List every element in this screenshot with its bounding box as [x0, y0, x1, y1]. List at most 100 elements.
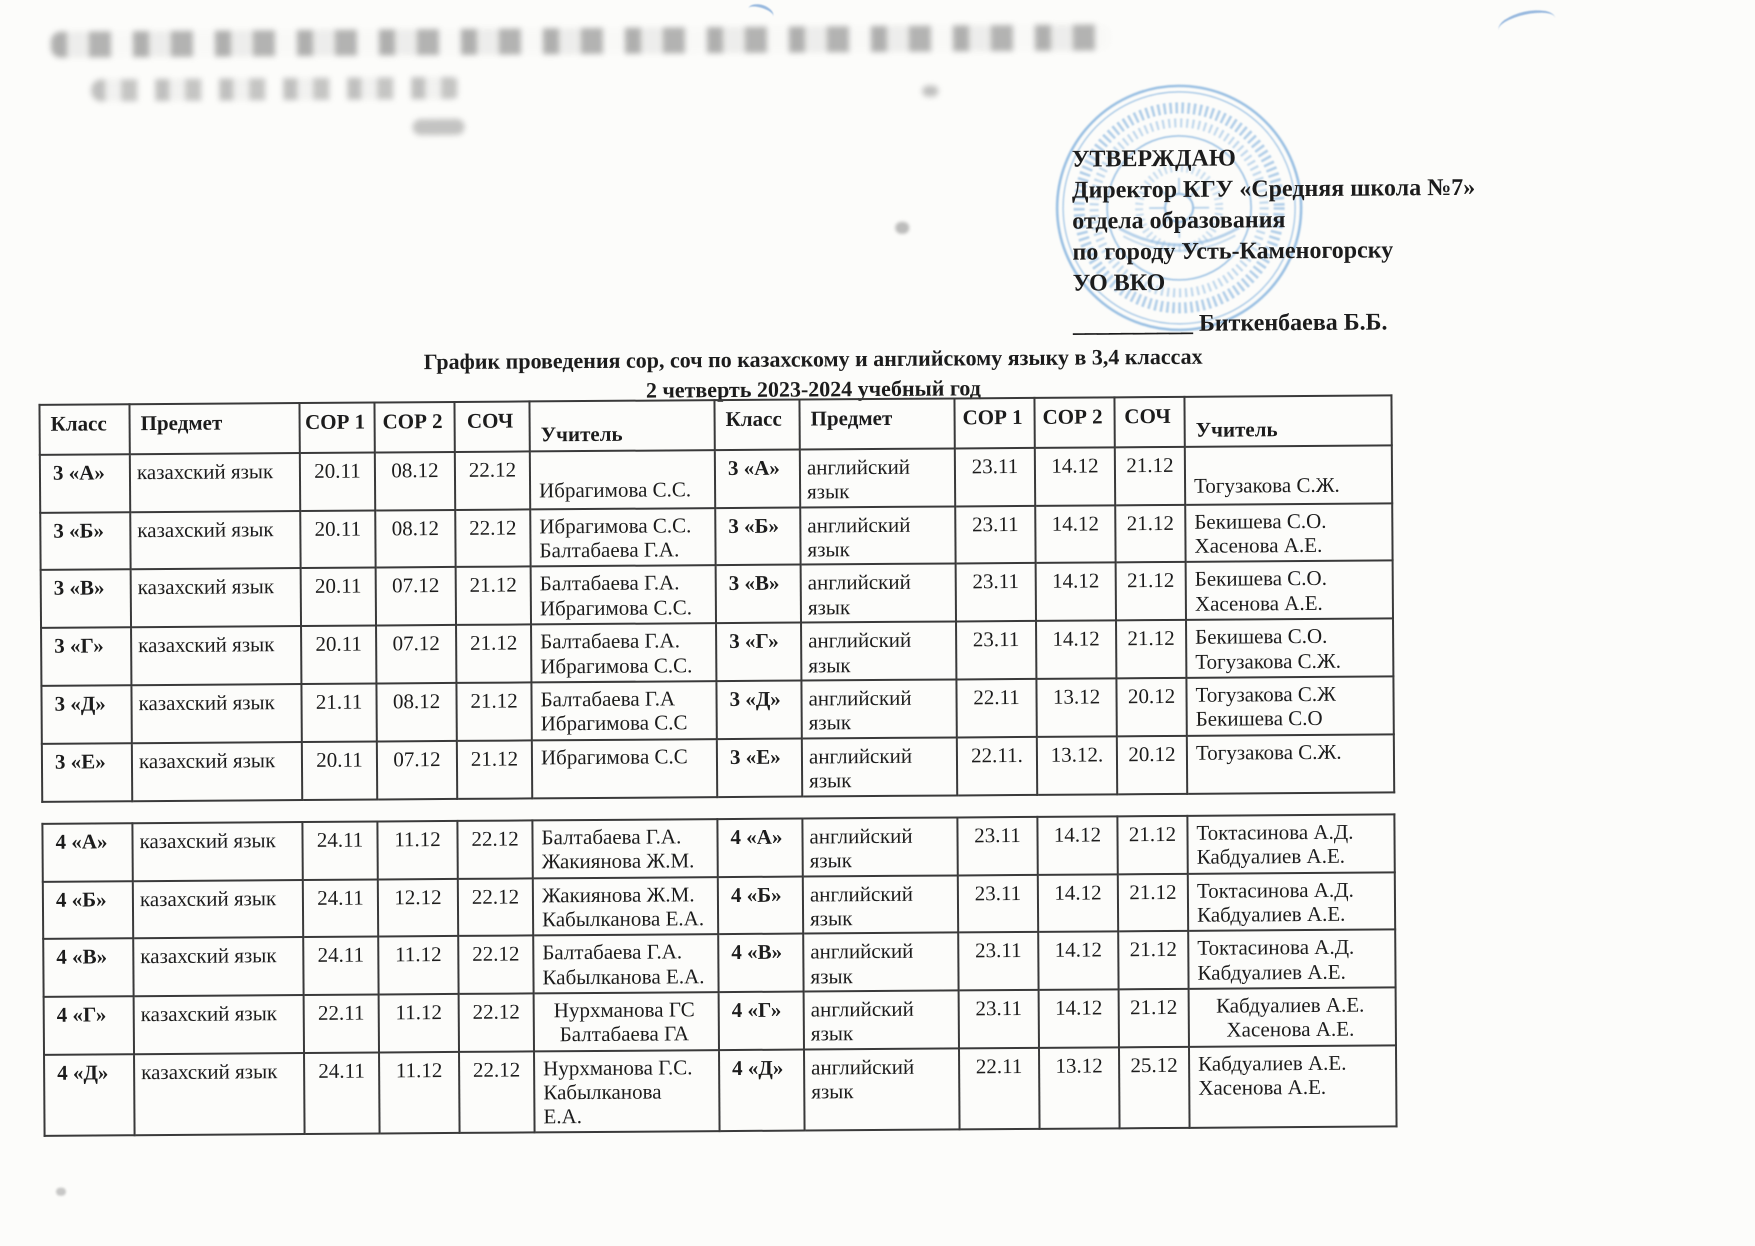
soch-date-cell: 25.12: [1119, 1047, 1190, 1129]
sor2-date-cell: 08.12: [375, 452, 455, 510]
teacher-name: Е.А.: [543, 1104, 712, 1130]
teacher-name: Балтабаева ГА: [537, 1022, 712, 1048]
sor2-date-cell: 14.12: [1039, 989, 1119, 1047]
class-cell: 4 «Д»: [719, 1049, 805, 1131]
teacher-name: Балтабаева Г.А.: [540, 571, 709, 597]
sor2-date-cell: 11.12: [379, 994, 459, 1052]
sor2-date-cell: 11.12: [379, 1052, 460, 1134]
soch-date-cell: 22.12: [458, 878, 533, 936]
class-cell: 4 «Б»: [718, 876, 803, 934]
teacher-name: Жакиянова Ж.М.: [542, 848, 711, 874]
teacher-name: Кабдуалиев А.Е.: [1197, 901, 1388, 927]
teacher-name: Ибрагимова С.С.: [539, 478, 708, 504]
teacher-cell: Кабдуалиев А.Е.Хасенова А.Е.: [1189, 1045, 1397, 1128]
subject-cell: казахский язык: [132, 822, 302, 881]
header-teacher: Учитель: [529, 400, 714, 451]
class-cell: 3 «В»: [41, 570, 131, 628]
class-cell: 3 «Б»: [715, 507, 800, 565]
sor1-date-cell: 22.11: [956, 679, 1036, 737]
subject-cell: казахский язык: [132, 742, 302, 801]
teacher-cell: Ибрагимова С.С.Балтабаева Г.А.: [530, 508, 715, 567]
sor1-date-cell: 24.11: [304, 1052, 380, 1134]
sor1-date-cell: 23.11: [959, 990, 1039, 1048]
teacher-name: Хасенова А.Е.: [1198, 1075, 1389, 1101]
header-class: Класс: [39, 404, 129, 455]
approval-line: УТВЕРЖДАЮ: [1072, 141, 1632, 176]
sor2-date-cell: 13.12: [1039, 1047, 1120, 1129]
subject-cell: английский язык: [803, 875, 958, 934]
soch-date-cell: 22.12: [455, 451, 530, 509]
teacher-name: Нурхманова ГС: [537, 997, 712, 1023]
soch-date-cell: 22.12: [455, 509, 530, 567]
sor2-date-cell: 11.12: [378, 936, 458, 994]
class-cell: 4 «Д»: [44, 1054, 135, 1136]
sor1-date-cell: 22.11.: [957, 736, 1037, 795]
subject-cell: казахский язык: [130, 453, 300, 512]
soch-date-cell: 21.12: [1116, 562, 1186, 620]
teacher-cell: Токтасинова А.Д.Кабдуалиев А.Е.: [1188, 872, 1395, 931]
sor2-date-cell: 12.12: [378, 879, 458, 937]
scan-artifact: [895, 222, 909, 234]
teacher-name: Тогузакова С.Ж: [1195, 681, 1386, 707]
subject-cell: английский язык: [801, 564, 956, 623]
soch-date-cell: 20.12: [1117, 735, 1187, 793]
class-cell: 4 «Б»: [43, 881, 133, 939]
schedule-tables: Класс Предмет СОР 1 СОР 2 СОЧ Учитель Кл…: [38, 394, 1395, 1136]
teacher-cell: Тогузакова С.Ж.: [1185, 445, 1392, 504]
sor1-date-cell: 20.11: [300, 453, 375, 511]
sor2-date-cell: 08.12: [375, 510, 455, 568]
teacher-cell: Жакиянова Ж.М.Кабылканова Е.А.: [533, 877, 718, 936]
sor1-date-cell: 20.11: [301, 568, 376, 626]
teacher-name: Бекишева С.О.: [1195, 624, 1386, 650]
sor2-date-cell: 14.12: [1038, 874, 1118, 932]
teacher-cell: Ибрагимова С.С: [532, 739, 717, 798]
header-sor1: СОР 1: [299, 403, 374, 454]
header-subject: Предмет: [129, 403, 299, 454]
teacher-name: Ибрагимова С.С: [541, 710, 710, 736]
approval-line: УО ВКО: [1073, 265, 1633, 300]
soch-date-cell: 20.12: [1116, 678, 1186, 736]
scan-artifact: [51, 24, 1111, 57]
teacher-name: Хасенова А.Е.: [1195, 590, 1386, 616]
approval-line: отдела образования: [1072, 203, 1632, 238]
subject-cell: казахский язык: [131, 568, 301, 627]
sor2-date-cell: 14.12: [1036, 563, 1116, 621]
sor2-date-cell: 14.12: [1036, 620, 1116, 678]
sor2-date-cell: 07.12: [377, 741, 457, 800]
sor1-date-cell: 20.11: [302, 741, 377, 800]
class-cell: 3 «Д»: [41, 685, 131, 743]
teacher-cell: Балтабаева Г.А.Кабылканова Е.А.: [533, 934, 718, 993]
scan-artifact: [91, 77, 461, 102]
subject-cell: английский язык: [800, 506, 955, 565]
subject-cell: английский язык: [801, 622, 956, 681]
class-cell: 4 «В»: [43, 939, 133, 997]
teacher-name: Балтабаева Г.А.: [542, 939, 711, 965]
teacher-name: Тогузакова С.Ж.: [1196, 739, 1387, 765]
teacher-cell: Токтасинова А.Д.Кабдуалиев А.Е.: [1188, 930, 1395, 989]
teacher-name: Ибрагимова С.С.: [539, 513, 708, 539]
teacher-name: Тогузакова С.Ж.: [1195, 648, 1386, 674]
soch-date-cell: 22.12: [457, 820, 532, 879]
subject-cell: казахский язык: [131, 626, 301, 685]
teacher-name: Ибрагимова С.С: [541, 744, 710, 770]
scan-artifact: [922, 86, 938, 97]
sor2-date-cell: 08.12: [376, 683, 456, 741]
class-cell: 4 «А»: [717, 818, 802, 877]
teacher-cell: Бекишева С.О.Тогузакова С.Ж.: [1186, 619, 1393, 678]
subject-cell: казахский язык: [134, 1053, 305, 1135]
subject-cell: казахский язык: [134, 995, 304, 1054]
class-cell: 4 «Г»: [719, 992, 804, 1050]
sor1-date-cell: 24.11: [303, 937, 378, 995]
